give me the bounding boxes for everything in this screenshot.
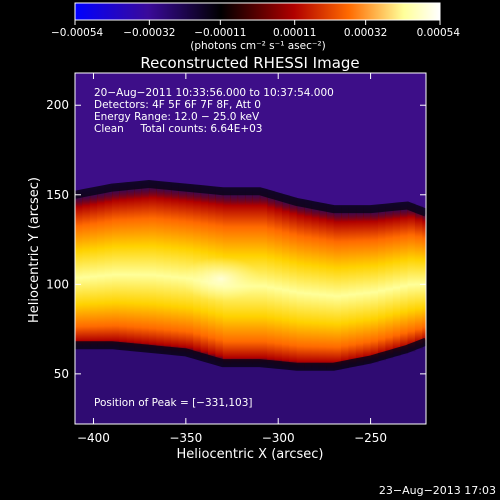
band-strip: [377, 204, 386, 361]
band-strip: [148, 180, 157, 353]
peak-position-label: Position of Peak = [−331,103]: [94, 397, 253, 409]
band-strip: [370, 205, 379, 364]
x-tick-label: −350: [169, 431, 202, 445]
band-strip: [296, 198, 305, 371]
colorbar-tick-label: −0.00011: [194, 27, 246, 39]
band-strip: [348, 205, 357, 368]
colorbar-tick-label: 0.00032: [344, 27, 387, 39]
band-strip: [259, 187, 268, 367]
y-axis-label: Heliocentric Y (arcsec): [27, 177, 42, 323]
band-upper-edge: [75, 180, 426, 217]
colorbar-ticks: −0.00054 −0.00032 −0.00011 0.00011 0.00032 0.…: [51, 20, 460, 39]
band-strip: [318, 202, 327, 371]
band-strip: [422, 207, 426, 347]
band-strip: [104, 185, 113, 349]
band-strip: [333, 205, 342, 371]
band-strip: [326, 204, 335, 371]
colorbar-unit-label: (photons cm⁻² s⁻¹ asec⁻²): [190, 40, 325, 52]
band-strip: [97, 186, 106, 349]
y-tick-label: 100: [46, 277, 69, 291]
annotation-detectors: Detectors: 4F 5F 6F 7F 8F, Att 0: [94, 99, 261, 111]
y-tick-label: 150: [46, 188, 69, 202]
band-strip: [267, 189, 276, 368]
annotation-block: 20−Aug−2011 10:33:56.000 to 10:37:54.000…: [94, 87, 334, 135]
band-strip: [178, 183, 187, 356]
x-tick-label: −250: [354, 431, 387, 445]
band-strip: [156, 181, 165, 354]
colorbar-tick-label: −0.00032: [123, 27, 175, 39]
band-strip: [281, 194, 290, 369]
y-axis-ticks: 50 100 150 200: [46, 98, 426, 381]
band-strip: [400, 202, 409, 355]
band-lower-edge: [75, 337, 426, 371]
annotation-clean: Clean Total counts: 6.64E+03: [94, 123, 263, 135]
plot-frame: [74, 72, 427, 425]
band-strip: [171, 182, 180, 355]
band-strip: [126, 182, 135, 351]
band-strip: [311, 201, 320, 371]
x-axis-ticks: −400 −350 −300 −250: [77, 73, 387, 445]
colorbar-tick-label: −0.00054: [51, 27, 104, 39]
band-strip: [89, 188, 98, 349]
y-tick-label: 50: [54, 367, 69, 381]
band-strip: [385, 204, 394, 359]
colorbar: [74, 2, 441, 21]
band-strip: [414, 204, 423, 350]
x-axis-label: Heliocentric X (arcsec): [177, 447, 324, 462]
annotation-time: 20−Aug−2011 10:33:56.000 to 10:37:54.000: [94, 87, 334, 99]
band-strip: [111, 184, 120, 349]
x-tick-label: −400: [77, 431, 110, 445]
heatmap-image: [75, 73, 426, 424]
band-strip: [355, 205, 364, 366]
band-strip: [134, 181, 143, 351]
band-strip: [289, 196, 298, 370]
band-strip: [141, 181, 150, 352]
colorbar-tick-label: 0.00054: [417, 27, 461, 39]
x-tick-label: −300: [262, 431, 295, 445]
band-strip: [304, 199, 313, 371]
annotation-energy: Energy Range: 12.0 − 25.0 keV: [94, 111, 260, 123]
chart-title: Reconstructed RHESSI Image: [140, 54, 359, 72]
band-strip: [363, 205, 372, 365]
band-strip: [163, 181, 172, 354]
band-strip: [119, 183, 128, 350]
band-strip: [341, 205, 350, 369]
footer-date: 23−Aug−2013 17:03: [379, 484, 496, 497]
peak-glow: [180, 256, 261, 301]
band-strip: [392, 203, 401, 357]
band-strip: [75, 191, 83, 349]
band-strip: [407, 201, 416, 353]
colorbar-tick-label: 0.00011: [273, 27, 316, 39]
y-tick-label: 200: [46, 98, 69, 112]
band-strip: [274, 191, 283, 369]
band-strip: [82, 189, 91, 349]
